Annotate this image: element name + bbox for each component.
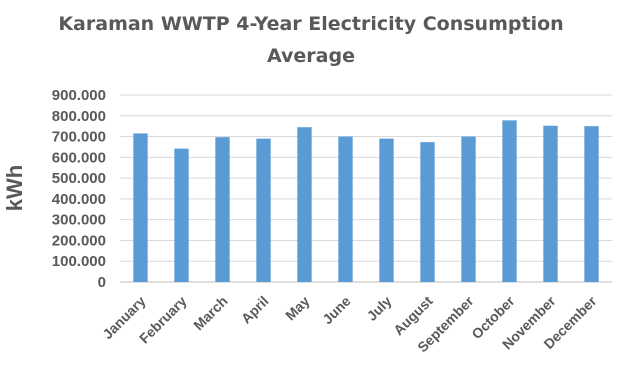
bar-october <box>502 120 517 282</box>
y-tick-label-4: 400.000 <box>52 191 106 208</box>
bar-may <box>297 127 312 282</box>
y-axis-title: kWh <box>2 165 27 211</box>
y-tick-label-9: 900.000 <box>52 87 106 104</box>
bar-december <box>584 126 599 283</box>
bar-august <box>420 142 435 282</box>
bar-march <box>215 137 230 282</box>
x-tick-label-june: June <box>319 293 354 328</box>
gridlines <box>120 94 612 283</box>
x-tick-label-july: July <box>363 293 394 324</box>
bar-november <box>543 125 558 282</box>
chart-title-line-2: Average <box>267 45 355 67</box>
y-tick-label-2: 200.000 <box>52 232 106 249</box>
bar-september <box>461 136 476 282</box>
bar-july <box>379 138 394 282</box>
bar-january <box>133 133 148 282</box>
y-tick-label-3: 300.000 <box>52 212 106 229</box>
y-tick-label-6: 600.000 <box>52 149 106 166</box>
bars <box>133 120 599 283</box>
y-tick-label-5: 500.000 <box>52 170 106 187</box>
y-axis-ticks: 0 100.000 200.000 300.000 400.000 500.000 600.… <box>52 87 106 291</box>
x-tick-label-may: May <box>282 293 313 324</box>
bar-february <box>174 148 189 282</box>
y-tick-label-0: 0 <box>98 274 106 291</box>
bar-april <box>256 138 271 282</box>
x-tick-label-april: April <box>238 293 272 327</box>
y-tick-label-8: 800.000 <box>52 108 106 125</box>
y-tick-label-1: 100.000 <box>52 253 106 270</box>
chart-title-line-1: Karaman WWTP 4-Year Electricity Consumpt… <box>58 13 563 35</box>
x-tick-label-march: March <box>190 293 230 333</box>
y-tick-label-7: 700.000 <box>52 129 106 146</box>
bar-june <box>338 136 353 282</box>
